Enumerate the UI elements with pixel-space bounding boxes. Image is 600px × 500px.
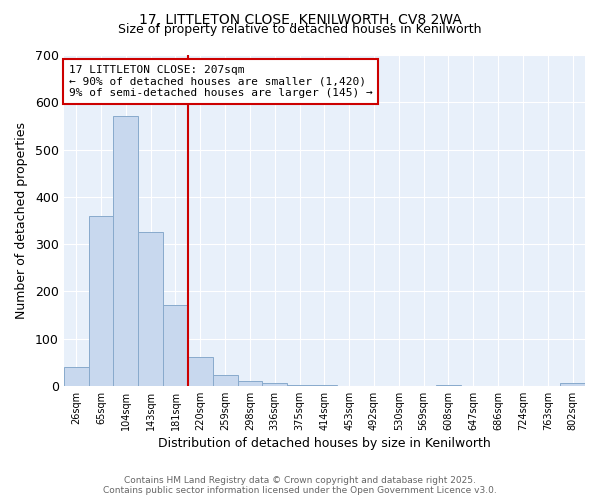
Bar: [262, 384, 287, 386]
Text: 17, LITTLETON CLOSE, KENILWORTH, CV8 2WA: 17, LITTLETON CLOSE, KENILWORTH, CV8 2WA: [139, 12, 461, 26]
Text: Contains HM Land Registry data © Crown copyright and database right 2025.
Contai: Contains HM Land Registry data © Crown c…: [103, 476, 497, 495]
Bar: [138, 232, 163, 386]
Bar: [238, 381, 262, 386]
Text: Size of property relative to detached houses in Kenilworth: Size of property relative to detached ho…: [118, 22, 482, 36]
Bar: [64, 367, 89, 386]
Text: 17 LITTLETON CLOSE: 207sqm
← 90% of detached houses are smaller (1,420)
9% of se: 17 LITTLETON CLOSE: 207sqm ← 90% of deta…: [69, 65, 373, 98]
Bar: [287, 385, 312, 386]
Y-axis label: Number of detached properties: Number of detached properties: [15, 122, 28, 319]
Bar: [560, 384, 585, 386]
Bar: [436, 385, 461, 386]
Bar: [188, 358, 213, 386]
Bar: [89, 216, 113, 386]
Bar: [213, 376, 238, 386]
Bar: [312, 385, 337, 386]
Bar: [163, 306, 188, 386]
Bar: [113, 116, 138, 386]
X-axis label: Distribution of detached houses by size in Kenilworth: Distribution of detached houses by size …: [158, 437, 491, 450]
